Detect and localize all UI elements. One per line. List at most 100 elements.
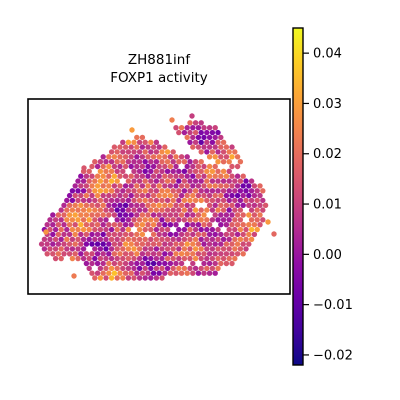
spot-marker xyxy=(184,241,190,247)
spot-marker xyxy=(173,192,179,199)
spot-marker xyxy=(72,202,78,208)
spot-marker xyxy=(164,226,171,233)
spot-marker xyxy=(125,178,132,184)
spot-marker xyxy=(215,178,221,184)
spot-marker xyxy=(159,178,165,184)
spot-marker xyxy=(164,265,171,272)
spot-marker xyxy=(97,226,104,233)
spot-marker xyxy=(150,241,157,247)
spot-marker xyxy=(248,236,255,242)
spot-marker xyxy=(108,246,115,252)
spot-marker xyxy=(187,265,193,272)
spot-marker xyxy=(100,183,106,189)
spot-marker xyxy=(215,149,221,155)
spot-marker xyxy=(111,251,118,257)
spot-marker xyxy=(145,202,151,208)
spot-marker xyxy=(142,207,148,213)
spot-marker xyxy=(103,168,109,174)
spot-marker xyxy=(114,207,120,213)
spot-marker xyxy=(139,202,146,208)
spot-marker xyxy=(80,246,87,252)
spot-marker xyxy=(223,251,230,257)
spot-marker xyxy=(94,163,101,170)
spot-marker xyxy=(94,192,101,199)
spot-marker xyxy=(223,222,230,228)
spot-marker xyxy=(148,217,154,223)
spot-marker xyxy=(159,265,165,272)
spot-marker xyxy=(64,226,70,233)
spot-marker xyxy=(103,207,109,213)
spot-marker xyxy=(153,178,160,184)
spot-marker xyxy=(190,125,196,131)
spot-marker xyxy=(209,255,216,262)
spot-marker xyxy=(148,236,154,242)
spot-marker xyxy=(178,260,185,267)
spot-marker xyxy=(111,202,118,208)
spot-marker xyxy=(108,178,115,184)
spot-marker xyxy=(237,197,244,204)
spot-marker xyxy=(83,202,90,208)
spot-marker xyxy=(111,192,118,199)
spot-marker xyxy=(206,134,213,141)
spot-marker xyxy=(131,149,137,155)
spot-marker xyxy=(215,129,221,136)
spot-marker xyxy=(220,255,227,262)
spot-marker xyxy=(195,231,202,238)
spot-marker xyxy=(201,241,207,247)
spot-marker xyxy=(122,260,129,267)
spot-marker xyxy=(100,192,106,199)
spot-marker xyxy=(234,173,241,179)
spot-marker xyxy=(226,255,232,262)
spot-marker xyxy=(176,129,182,136)
spot-marker xyxy=(190,222,196,228)
spot-marker xyxy=(212,134,218,141)
spot-marker xyxy=(86,188,92,194)
colorbar: −0.02 −0.01 0.00 0.01 0.02 0.03 0.04 xyxy=(292,27,353,366)
spot-marker xyxy=(181,178,188,184)
spot-marker xyxy=(204,188,210,194)
spot-marker xyxy=(156,251,162,257)
spot-marker xyxy=(192,246,199,252)
spot-marker xyxy=(111,163,118,170)
spot-marker xyxy=(187,226,193,233)
spot-marker xyxy=(234,241,241,247)
spot-marker xyxy=(262,202,269,208)
spot-marker xyxy=(162,270,168,276)
spot-marker xyxy=(100,251,106,257)
spot-marker xyxy=(215,197,221,204)
spot-marker xyxy=(153,265,160,272)
spot-marker xyxy=(94,251,101,257)
spot-marker xyxy=(52,236,59,242)
spot-marker xyxy=(226,207,232,213)
spot-marker xyxy=(156,260,162,267)
spot-marker xyxy=(66,222,73,228)
spot-marker xyxy=(142,188,148,194)
spot-marker xyxy=(251,222,258,228)
spot-marker xyxy=(111,270,118,276)
spot-marker xyxy=(204,255,210,262)
spot-marker xyxy=(142,168,148,174)
spot-marker xyxy=(150,202,157,208)
spot-marker xyxy=(145,212,151,218)
spot-marker xyxy=(86,178,92,184)
spot-marker xyxy=(173,222,179,228)
spot-marker xyxy=(237,178,244,184)
spot-marker xyxy=(117,192,123,199)
spot-marker xyxy=(229,163,235,170)
spot-marker xyxy=(153,139,160,145)
spot-marker xyxy=(184,270,190,276)
spot-marker xyxy=(94,202,101,208)
plot-frame xyxy=(27,98,291,295)
spot-marker xyxy=(215,188,221,194)
colorbar-tick-label: −0.02 xyxy=(313,348,353,363)
spot-marker xyxy=(164,197,171,204)
spot-marker xyxy=(120,149,126,155)
spot-marker xyxy=(162,192,168,199)
spot-marker xyxy=(122,173,129,179)
spot-marker xyxy=(218,192,224,199)
spot-marker xyxy=(209,265,216,272)
spot-marker xyxy=(50,251,56,257)
spot-marker xyxy=(156,222,162,228)
spot-marker xyxy=(125,217,132,223)
